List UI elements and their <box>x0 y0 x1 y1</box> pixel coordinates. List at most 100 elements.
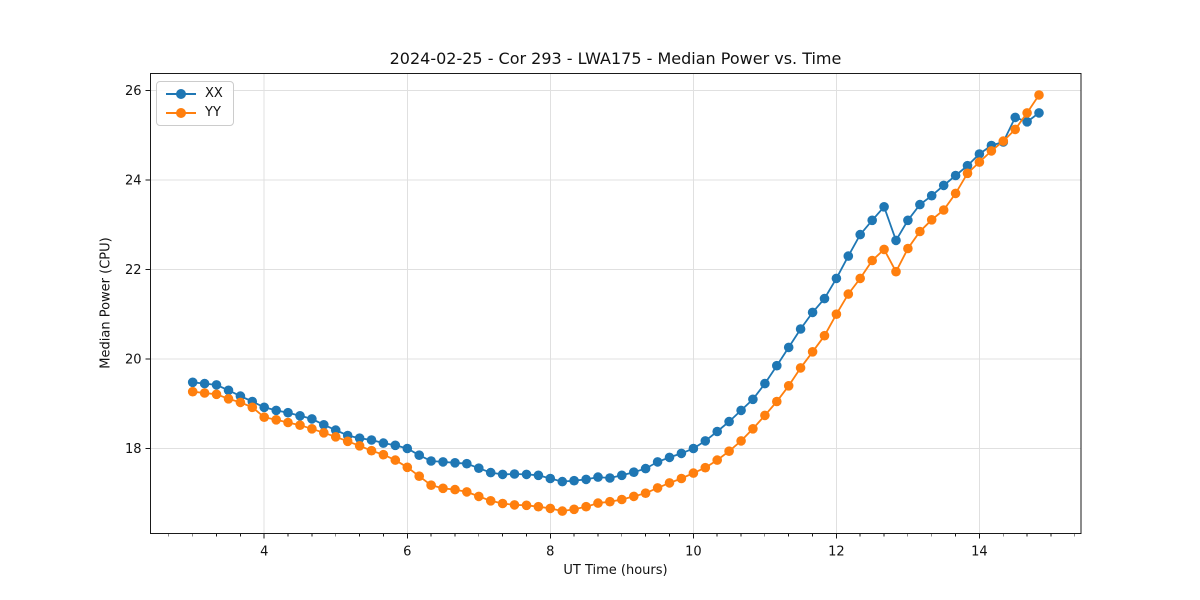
data-point-yy <box>438 483 448 494</box>
data-point-xx <box>915 199 925 210</box>
data-point-yy <box>319 428 329 438</box>
data-point-yy <box>271 415 282 425</box>
data-point-yy <box>366 445 377 456</box>
data-point-yy <box>211 389 222 400</box>
data-point-yy <box>748 424 758 434</box>
data-point-yy <box>259 412 270 423</box>
data-point-xx <box>783 342 794 353</box>
y-tick-label: 22 <box>125 263 142 278</box>
data-point-xx <box>497 469 508 480</box>
data-point-xx <box>629 467 639 478</box>
data-point-xx <box>938 180 949 191</box>
data-point-xx <box>581 474 591 485</box>
x-axis-minor-ticks <box>168 533 1076 537</box>
data-point-yy <box>307 424 317 434</box>
data-point-yy <box>760 410 770 421</box>
data-point-xx <box>736 405 746 416</box>
data-point-xx <box>1034 108 1044 118</box>
data-point-yy <box>474 491 484 502</box>
data-point-xx <box>831 273 842 284</box>
data-point-yy <box>950 188 961 199</box>
data-point-yy <box>450 484 460 495</box>
data-point-xx <box>760 378 770 389</box>
series-xx <box>187 108 1044 487</box>
legend-label-yy: YY <box>205 105 221 120</box>
data-point-yy <box>426 480 436 491</box>
data-point-xx <box>772 360 782 371</box>
x-axis-label: UT Time (hours) <box>563 563 668 578</box>
data-point-xx <box>330 425 341 435</box>
data-point-xx <box>533 470 544 481</box>
data-point-xx <box>485 467 496 478</box>
data-point-yy <box>605 496 615 507</box>
data-point-xx <box>438 457 448 467</box>
data-point-yy <box>187 386 198 397</box>
data-point-xx <box>211 380 222 390</box>
data-point-yy <box>378 449 389 460</box>
data-point-yy <box>783 381 794 391</box>
data-point-yy <box>1034 90 1044 100</box>
data-point-yy <box>199 388 210 398</box>
data-point-yy <box>807 347 818 357</box>
legend-line-marker-yy-icon <box>166 108 196 118</box>
x-tick-label: 4 <box>260 545 268 560</box>
y-axis-ticks: 18 20 22 24 26 <box>125 84 151 457</box>
data-point-yy <box>640 488 651 499</box>
data-point-yy <box>342 436 353 447</box>
data-point-xx <box>891 235 901 246</box>
data-point-yy <box>247 402 258 413</box>
data-point-xx <box>450 458 460 468</box>
y-tick-label: 26 <box>125 84 142 99</box>
data-point-yy <box>986 146 997 156</box>
x-tick-label: 10 <box>685 545 702 560</box>
data-point-xx <box>354 433 365 444</box>
data-point-xx <box>748 394 758 405</box>
data-point-yy <box>736 436 746 446</box>
data-point-yy <box>557 506 568 516</box>
data-point-xx <box>712 426 722 437</box>
data-point-xx <box>319 420 329 430</box>
data-point-xx <box>557 476 568 487</box>
data-point-yy <box>354 441 365 451</box>
data-point-yy <box>390 455 401 465</box>
data-point-xx <box>259 402 270 413</box>
data-point-yy <box>235 397 246 408</box>
plot-border <box>150 73 1082 534</box>
y-tick-label: 24 <box>125 173 142 188</box>
grid <box>150 73 1081 534</box>
data-point-xx <box>1010 112 1020 123</box>
legend-item-yy: YY <box>166 106 223 120</box>
data-point-xx <box>1022 117 1032 127</box>
data-point-yy <box>772 396 782 407</box>
data-point-yy <box>485 496 496 506</box>
data-point-xx <box>700 436 711 446</box>
data-point-yy <box>617 494 627 505</box>
data-point-yy <box>497 498 508 509</box>
data-point-xx <box>199 378 210 389</box>
data-point-xx <box>521 469 532 480</box>
data-point-yy <box>998 136 1009 146</box>
data-point-yy <box>569 504 579 515</box>
data-point-yy <box>1010 124 1020 135</box>
data-point-yy <box>974 157 985 167</box>
x-axis-ticks: 4 6 8 10 12 14 <box>260 533 988 560</box>
data-point-yy <box>926 215 937 225</box>
x-tick-label: 6 <box>403 545 411 560</box>
data-point-xx <box>223 385 234 396</box>
data-point-xx <box>187 377 198 388</box>
data-point-yy <box>915 226 925 237</box>
data-point-yy <box>962 168 973 179</box>
data-point-yy <box>891 266 901 277</box>
data-point-xx <box>414 450 425 461</box>
data-point-yy <box>509 500 520 510</box>
data-point-yy <box>855 273 865 284</box>
data-point-xx <box>688 443 699 454</box>
data-point-xx <box>962 160 973 171</box>
data-point-yy <box>593 498 603 508</box>
data-point-xx <box>605 473 615 483</box>
y-tick-label: 20 <box>125 352 142 367</box>
data-point-xx <box>843 251 854 261</box>
y-tick-label: 18 <box>125 442 142 457</box>
data-point-yy <box>521 500 532 511</box>
